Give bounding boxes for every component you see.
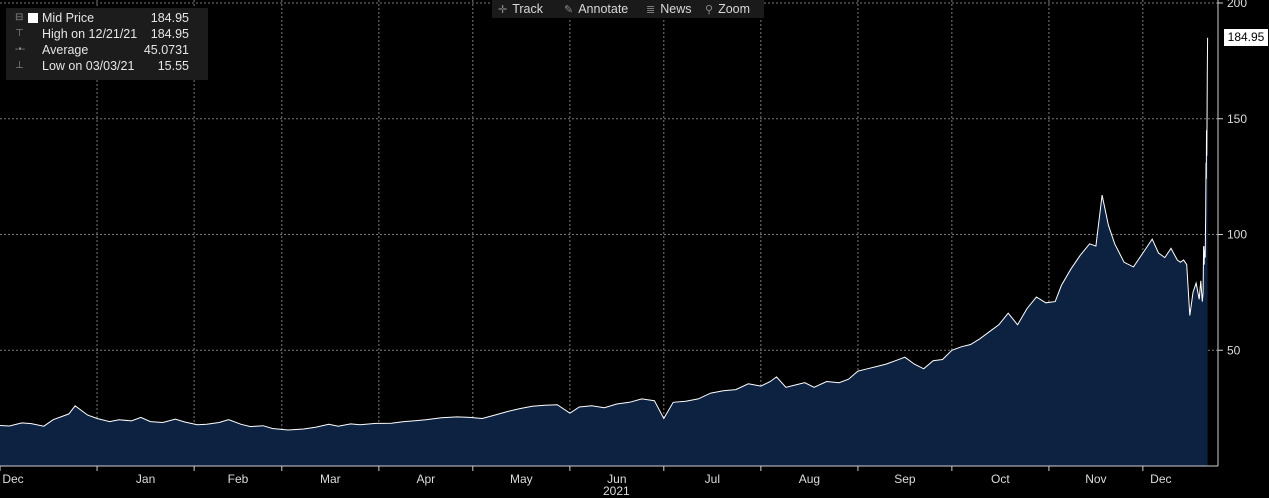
x-tick-label: Oct (991, 472, 1010, 486)
x-tick-label: Dec (1150, 472, 1171, 486)
legend-high-value: 184.95 (150, 27, 189, 41)
track-label: Track (512, 2, 544, 16)
x-tick-label: Aug (799, 472, 820, 486)
legend-series-row: ⊟ Mid Price 184.95 (6, 10, 208, 26)
high-marker-icon: ⊤ (15, 28, 24, 39)
y-axis: 50 100 150 200 (1217, 0, 1247, 466)
y-tick-label: 150 (1227, 112, 1247, 126)
news-icon: ≣ (646, 4, 656, 16)
x-tick-label: Sep (894, 472, 916, 486)
legend-average-label: Average (42, 43, 89, 57)
legend-series-label: Mid Price (42, 11, 95, 25)
news-label: News (660, 2, 692, 16)
x-tick-label: Jul (705, 472, 720, 486)
x-tick-label: Feb (228, 472, 249, 486)
x-tick-label: Jun (607, 472, 626, 486)
x-axis-year-label: 2021 (603, 484, 630, 498)
collapse-icon[interactable]: ⊟ (15, 12, 24, 23)
legend-high-label: High on 12/21/21 (42, 27, 138, 41)
series-swatch (28, 13, 38, 23)
zoom-button[interactable]: ⚲ Zoom (705, 0, 750, 19)
pencil-icon: ✎ (564, 4, 574, 16)
annotate-button[interactable]: ✎ Annotate (564, 0, 628, 19)
x-tick-label: Apr (416, 472, 435, 486)
last-price-badge: 184.95 (1224, 29, 1268, 46)
annotate-label: Annotate (578, 2, 629, 16)
legend-low-value: 15.55 (157, 59, 189, 73)
legend-average-row: -•- Average 45.0731 (6, 42, 208, 58)
low-marker-icon: ⊥ (15, 60, 24, 71)
chart-legend: ⊟ Mid Price 184.95 ⊤ High on 12/21/21 18… (6, 8, 208, 80)
x-tick-label: May (510, 472, 533, 486)
news-button[interactable]: ≣ News (646, 0, 691, 19)
legend-high-row: ⊤ High on 12/21/21 184.95 (6, 26, 208, 42)
price-line (0, 37, 1209, 431)
y-tick-label: 50 (1227, 343, 1241, 357)
x-tick-label: Nov (1085, 472, 1106, 486)
legend-average-value: 45.0731 (143, 43, 189, 57)
y-tick-label: 100 (1227, 228, 1247, 242)
crosshair-icon: ✛ (498, 4, 508, 16)
zoom-label: Zoom (718, 2, 751, 16)
legend-low-label: Low on 03/03/21 (42, 59, 135, 73)
y-tick-label: 200 (1227, 0, 1247, 10)
legend-low-row: ⊥ Low on 03/03/21 15.55 (6, 58, 208, 74)
chart-toolbar: ✛ Track ✎ Annotate ≣ News ⚲ Zoom (492, 0, 764, 18)
track-button[interactable]: ✛ Track (498, 0, 543, 19)
x-tick-label: Mar (320, 472, 341, 486)
price-area-fill (0, 37, 1208, 467)
x-tick-label: Dec (2, 472, 23, 486)
x-tick-label: Jan (136, 472, 155, 486)
magnifier-icon: ⚲ (705, 4, 714, 16)
x-axis: Dec Jan Feb Mar Apr May Jun Jul Aug Sep Oct Nov Dec (0, 465, 1218, 486)
legend-series-value: 184.95 (150, 11, 189, 25)
average-marker-icon: -•- (15, 44, 26, 55)
